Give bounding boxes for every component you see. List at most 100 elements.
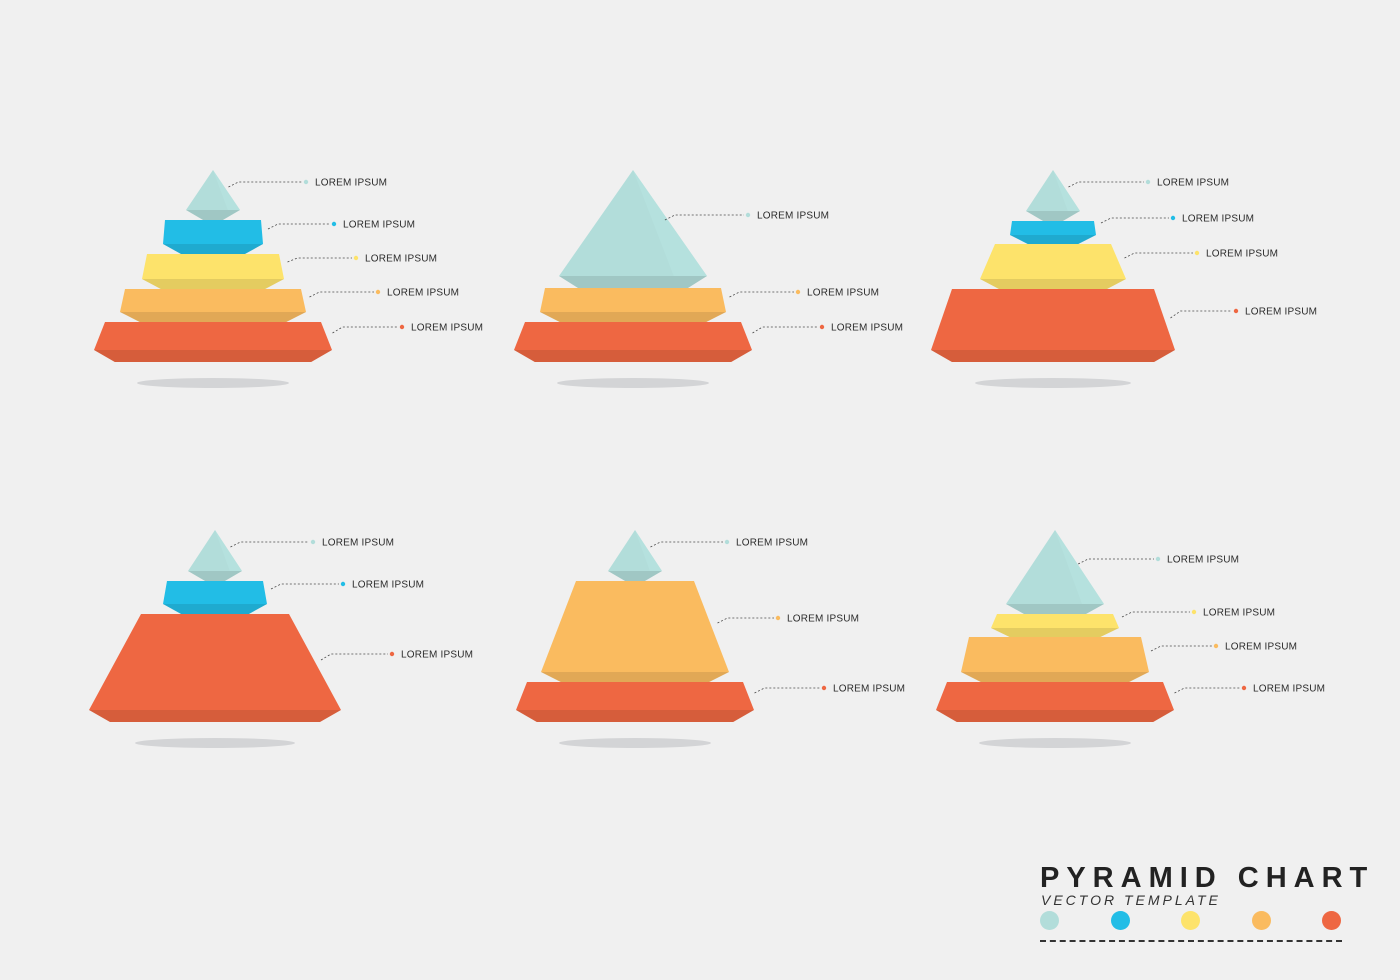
pyramid-shadow <box>557 378 709 388</box>
pyramid-3: LOREM IPSUM LOREM IPSUM LOREM IPSUM LOREM I… <box>931 170 1317 388</box>
tier-lip <box>1026 211 1080 221</box>
tier-orange <box>120 289 306 312</box>
label-dot <box>399 324 405 330</box>
tier-blue <box>163 581 267 604</box>
tier-lip <box>188 571 242 581</box>
leader-line <box>664 214 744 221</box>
tier-lip <box>541 672 729 682</box>
tier-red <box>931 289 1175 350</box>
leader-line <box>754 687 820 694</box>
label-dot <box>340 581 346 587</box>
label-dot <box>1155 556 1161 562</box>
tier-label: LOREM IPSUM <box>1253 684 1325 695</box>
tier-label: LOREM IPSUM <box>1206 249 1278 260</box>
label-dot <box>1191 609 1197 615</box>
tier-lip <box>936 710 1174 722</box>
tier-yellow <box>980 244 1126 279</box>
tier-red <box>936 682 1174 710</box>
tier-lip <box>186 210 240 220</box>
brand-subtitle: VECTOR TEMPLATE <box>1041 892 1221 908</box>
label-dot <box>389 651 395 657</box>
brand-block: PYRAMID CHART VECTOR TEMPLATE <box>1040 862 1367 952</box>
tier-lip <box>120 312 306 322</box>
tier-red <box>516 682 754 710</box>
tier-lip <box>1006 604 1104 614</box>
tier-lip <box>89 710 341 722</box>
leader-line <box>1068 181 1144 188</box>
swatch-orange <box>1251 911 1271 930</box>
swatch-yellow <box>1181 911 1200 930</box>
label-dot <box>1194 250 1200 256</box>
label-dot <box>1233 308 1239 314</box>
tier-lip <box>980 279 1126 289</box>
leader-line <box>309 291 374 298</box>
tier-red <box>89 614 341 710</box>
tier-label: LOREM IPSUM <box>1157 178 1229 189</box>
leader-line <box>717 617 774 624</box>
leader-line <box>230 541 309 548</box>
label-dot <box>724 539 730 545</box>
label-dot <box>775 615 781 621</box>
leader-line <box>729 291 794 298</box>
pyramid-shadow <box>137 378 289 388</box>
label-dot <box>310 539 316 545</box>
swatch-blue <box>1110 911 1130 930</box>
tier-lip <box>94 350 332 362</box>
tier-blue <box>163 220 263 244</box>
dashed-divider <box>1040 940 1342 942</box>
pyramid-shadow <box>979 738 1131 748</box>
label-dot <box>819 324 825 330</box>
tier-orange <box>540 288 726 312</box>
leader-line <box>270 583 339 590</box>
tier-yellow <box>991 614 1119 628</box>
tier-blue <box>1010 221 1096 235</box>
color-swatch-row <box>1040 911 1345 931</box>
tier-yellow <box>142 254 284 279</box>
leader-line <box>650 541 723 548</box>
swatch-teal <box>1040 911 1059 930</box>
label-dot <box>821 685 827 691</box>
tier-lip <box>931 350 1175 362</box>
label-dot <box>1213 643 1219 649</box>
pyramid-1: LOREM IPSUM LOREM IPSUM LOREM IPSUM LOREM I… <box>94 170 483 388</box>
leader-line <box>332 326 398 334</box>
leader-line <box>1170 310 1232 319</box>
brand-title: PYRAMID CHART <box>1040 862 1375 894</box>
tier-lip <box>559 276 707 288</box>
label-dot <box>745 212 751 218</box>
leader-line <box>267 223 330 230</box>
tier-facet <box>1055 530 1104 604</box>
tier-lip <box>608 571 662 581</box>
pyramid-shadow <box>975 378 1131 388</box>
leader-line <box>752 326 818 334</box>
tier-orange <box>541 581 729 672</box>
pyramid-2: LOREM IPSUM LOREM IPSUM LOREM IPSUM <box>514 170 903 388</box>
tier-facet <box>215 530 242 571</box>
tier-lip <box>163 604 267 614</box>
swatch-red <box>1322 911 1341 930</box>
tier-lip <box>163 244 263 254</box>
label-dot <box>1170 215 1176 221</box>
tier-label: LOREM IPSUM <box>322 538 394 549</box>
label-dot <box>375 289 381 295</box>
tier-lip <box>142 279 284 289</box>
tier-label: LOREM IPSUM <box>1203 608 1275 619</box>
tier-label: LOREM IPSUM <box>411 323 483 334</box>
tier-label: LOREM IPSUM <box>1167 555 1239 566</box>
leader-line <box>1100 217 1169 224</box>
label-dot <box>331 221 337 227</box>
pyramid-4: LOREM IPSUM LOREM IPSUM LOREM IPSUM <box>89 530 473 748</box>
tier-red <box>94 322 332 350</box>
label-dot <box>1241 685 1247 691</box>
label-dot <box>795 289 801 295</box>
tier-label: LOREM IPSUM <box>343 220 415 231</box>
tier-label: LOREM IPSUM <box>787 614 859 625</box>
leader-line <box>1150 645 1212 652</box>
tier-red <box>514 322 752 350</box>
tier-label: LOREM IPSUM <box>757 211 829 222</box>
tier-lip <box>961 672 1149 682</box>
pyramid-shadow <box>559 738 711 748</box>
label-dot <box>303 179 309 185</box>
tier-label: LOREM IPSUM <box>807 288 879 299</box>
